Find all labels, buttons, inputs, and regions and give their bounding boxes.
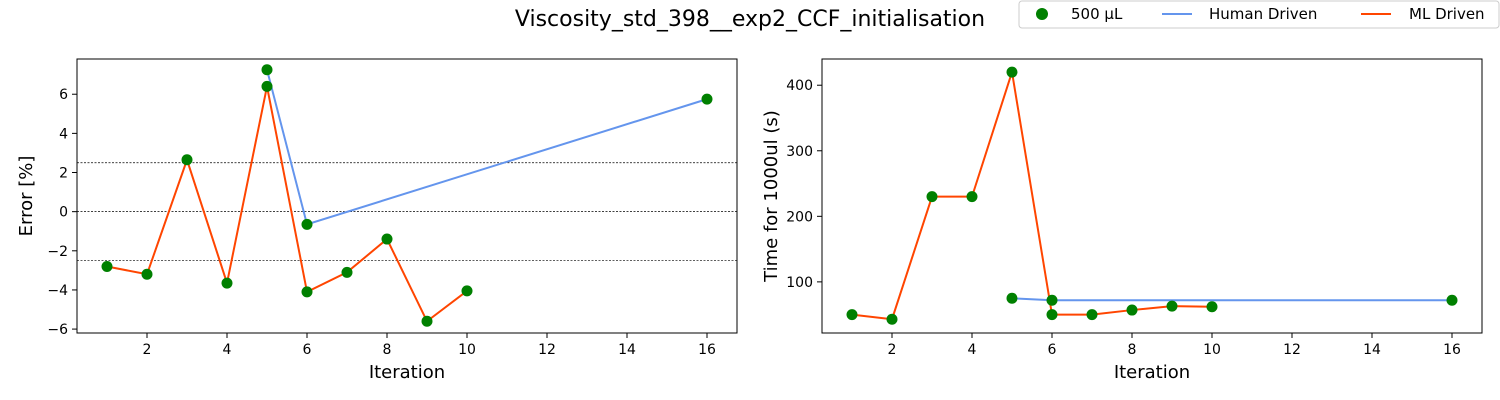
x-tick-label: 4 xyxy=(968,342,977,358)
y-tick-label: −6 xyxy=(47,322,68,338)
x-tick-label: 2 xyxy=(888,342,897,358)
data-point xyxy=(1006,66,1018,78)
plot-frame xyxy=(76,58,738,334)
data-point xyxy=(1046,309,1058,321)
x-tick-label: 12 xyxy=(1283,342,1301,358)
y-tick-label: 0 xyxy=(59,205,68,221)
plot-frame xyxy=(821,58,1483,334)
data-point xyxy=(886,313,898,325)
y-tick-label: 100 xyxy=(786,275,813,291)
data-point xyxy=(421,315,433,327)
x-axis-label: Iteration xyxy=(369,362,445,383)
figure-title: Viscosity_std_398__exp2_CCF_initialisati… xyxy=(515,7,985,32)
x-tick-label: 16 xyxy=(1443,342,1461,358)
x-tick-label: 8 xyxy=(383,342,392,358)
data-point xyxy=(221,277,233,289)
y-tick-label: −4 xyxy=(47,283,68,299)
legend-label-ml: ML Driven xyxy=(1409,5,1485,23)
x-tick-label: 2 xyxy=(143,342,152,358)
y-tick-label: 6 xyxy=(59,87,68,103)
y-tick-label: 2 xyxy=(59,166,68,182)
data-point xyxy=(926,191,938,203)
time-chart: 2 4 6 8 10 12 14 16 100 200 300 400 Iteration Time fo… xyxy=(761,58,1483,383)
x-tick-label: 6 xyxy=(1048,342,1057,358)
data-point xyxy=(261,80,273,92)
legend: 500 µL Human Driven ML Driven xyxy=(1018,0,1500,29)
x-tick-label: 12 xyxy=(538,342,556,358)
data-point xyxy=(1006,292,1018,304)
series-line-ml-driven xyxy=(851,71,1213,321)
series-line-ml-driven xyxy=(106,86,468,323)
series-line-human-driven xyxy=(1011,297,1452,302)
data-point xyxy=(1126,304,1138,316)
x-tick-label: 16 xyxy=(698,342,716,358)
data-point xyxy=(701,93,713,105)
data-point xyxy=(181,154,193,166)
data-point xyxy=(301,286,313,298)
x-tick-label: 6 xyxy=(303,342,312,358)
x-tick-label: 14 xyxy=(1363,342,1381,358)
data-point xyxy=(461,285,473,297)
legend-marker-500ul xyxy=(1036,8,1048,20)
x-axis-label: Iteration xyxy=(1114,362,1190,383)
y-tick-label: 200 xyxy=(786,209,813,225)
data-point xyxy=(301,218,313,230)
data-point xyxy=(101,260,113,272)
data-point xyxy=(341,266,353,278)
y-axis-label: Time for 1000ul (s) xyxy=(761,110,782,283)
y-tick-label: −2 xyxy=(47,244,68,260)
x-tick-label: 10 xyxy=(1203,342,1221,358)
legend-label-human: Human Driven xyxy=(1209,5,1317,23)
data-point xyxy=(846,309,858,321)
data-point xyxy=(141,268,153,280)
x-tick-label: 14 xyxy=(618,342,636,358)
y-tick-label: 300 xyxy=(786,144,813,160)
y-tick-label: 400 xyxy=(786,78,813,94)
y-axis-label: Error [%] xyxy=(16,156,37,237)
legend-label-500ul: 500 µL xyxy=(1071,5,1123,23)
data-point xyxy=(1206,301,1218,313)
data-point xyxy=(1046,294,1058,306)
legend-frame xyxy=(1018,0,1500,29)
x-tick-label: 8 xyxy=(1128,342,1137,358)
error-chart: 2 4 6 8 10 12 14 16 −6 −4 −2 0 2 4 6 Iteration Error [%] xyxy=(16,58,738,383)
data-point xyxy=(381,233,393,245)
x-tick-label: 10 xyxy=(458,342,476,358)
y-tick-label: 4 xyxy=(59,126,68,142)
data-point xyxy=(261,64,273,76)
data-point xyxy=(1166,300,1178,312)
series-line-human-driven xyxy=(266,69,708,226)
data-point xyxy=(966,191,978,203)
x-tick-label: 4 xyxy=(223,342,232,358)
data-point xyxy=(1086,309,1098,321)
data-point xyxy=(1446,294,1458,306)
